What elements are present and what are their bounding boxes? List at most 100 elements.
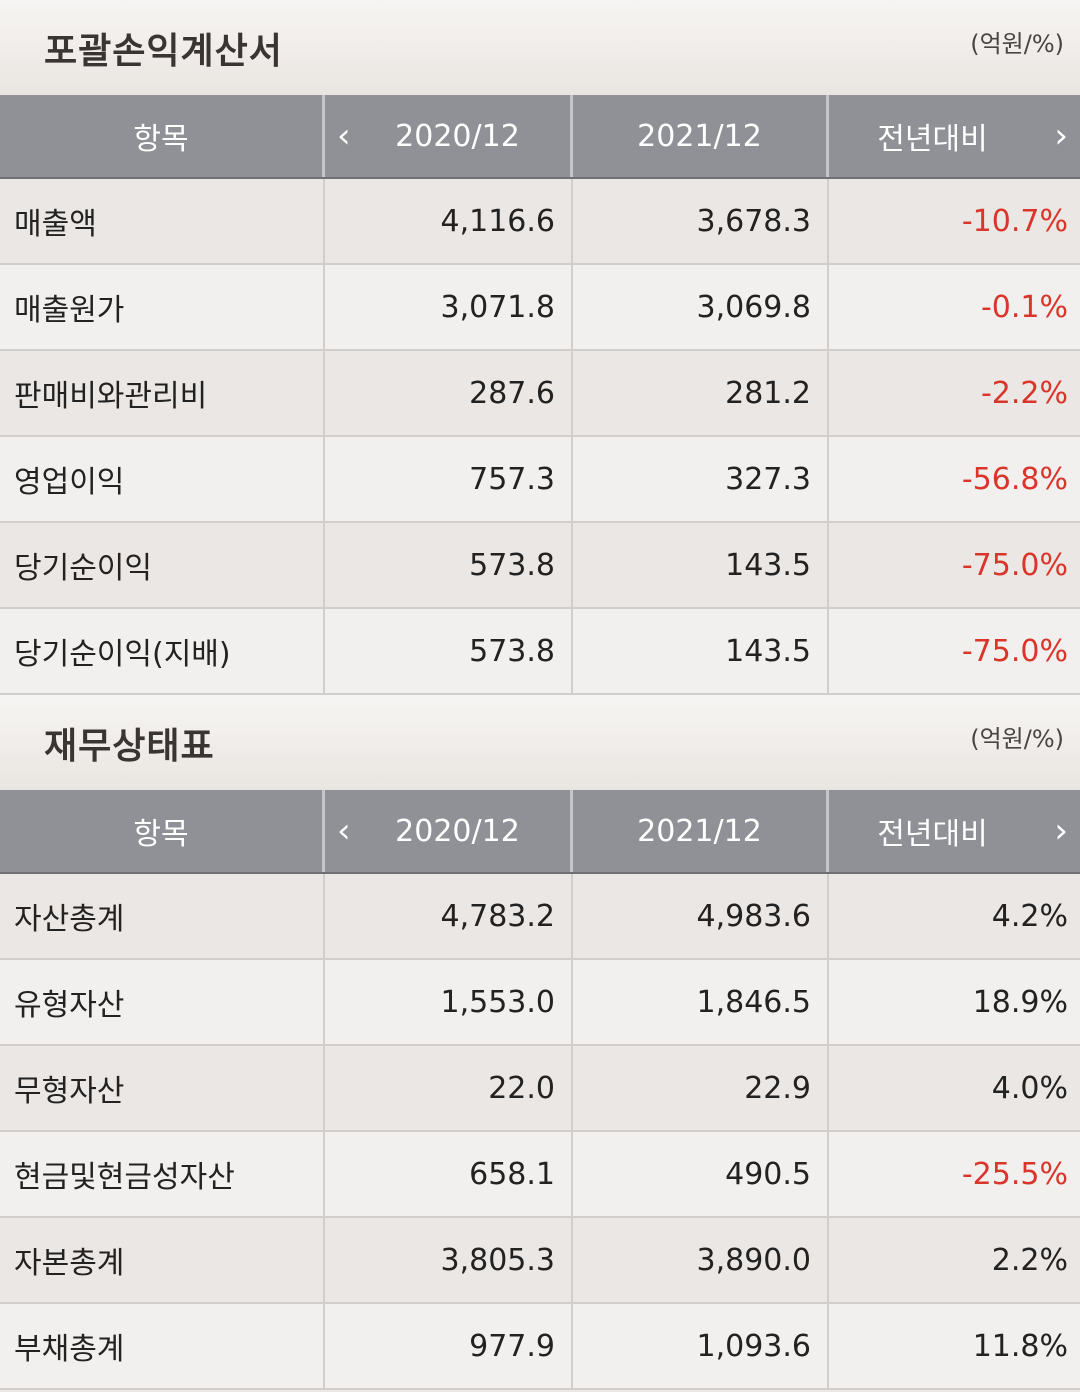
chevron-left-icon[interactable]: ‹ <box>337 811 351 851</box>
balance-header-yoy-label: 전년대비 <box>877 817 988 852</box>
row-value-prev: 287.6 <box>325 351 573 435</box>
table-row: 매출액 4,116.6 3,678.3 -10.7% <box>0 179 1080 265</box>
income-unit-label: (억원/%) <box>970 30 1064 58</box>
row-yoy-change: -25.5% <box>829 1132 1080 1216</box>
row-yoy-change-text: -75.0% <box>961 547 1068 583</box>
row-label-text: 매출원가 <box>14 293 125 328</box>
row-yoy-change: 2.2% <box>829 1218 1080 1302</box>
table-row: 당기순이익 573.8 143.5 -75.0% <box>0 523 1080 609</box>
income-header-curr-label: 2021/12 <box>637 118 762 154</box>
row-value-prev: 977.9 <box>325 1304 573 1388</box>
row-value-curr: 143.5 <box>573 523 829 607</box>
row-label: 당기순이익(지배) <box>0 609 325 693</box>
chevron-left-icon[interactable]: ‹ <box>337 116 351 156</box>
row-yoy-change-text: -2.2% <box>980 375 1068 411</box>
row-label-text: 영업이익 <box>14 465 125 500</box>
income-table-body: 매출액 4,116.6 3,678.3 -10.7% 매출원가 3,071.8 3,069.… <box>0 179 1080 695</box>
row-label: 무형자산 <box>0 1046 325 1130</box>
row-yoy-change: 11.8% <box>829 1304 1080 1388</box>
income-section-title: 포괄손익계산서 <box>44 31 283 72</box>
balance-header-curr-label: 2021/12 <box>637 813 762 849</box>
row-value-prev: 3,805.3 <box>325 1218 573 1302</box>
income-header-yoy: 전년대비 › <box>829 95 1080 177</box>
row-label: 당기순이익 <box>0 523 325 607</box>
row-value-prev-text: 1,553.0 <box>440 984 555 1020</box>
row-yoy-change-text: 2.2% <box>991 1242 1068 1278</box>
row-value-curr-text: 143.5 <box>725 633 811 669</box>
row-label-text: 판매비와관리비 <box>14 379 208 414</box>
balance-table-header: 항목 ‹ 2020/12 2021/12 전년대비 › <box>0 790 1080 874</box>
row-value-curr-text: 22.9 <box>744 1070 811 1106</box>
row-yoy-change: 4.0% <box>829 1046 1080 1130</box>
row-value-curr: 1,093.6 <box>573 1304 829 1388</box>
row-label-text: 무형자산 <box>14 1074 125 1109</box>
row-label: 매출액 <box>0 179 325 263</box>
row-value-curr-text: 3,069.8 <box>696 289 811 325</box>
row-value-curr-text: 1,846.5 <box>696 984 811 1020</box>
row-value-prev-text: 4,783.2 <box>440 898 555 934</box>
row-value-prev: 4,116.6 <box>325 179 573 263</box>
row-yoy-change: -2.2% <box>829 351 1080 435</box>
row-value-curr-text: 143.5 <box>725 547 811 583</box>
row-value-prev-text: 658.1 <box>469 1156 555 1192</box>
row-label: 판매비와관리비 <box>0 351 325 435</box>
row-value-prev: 658.1 <box>325 1132 573 1216</box>
row-value-curr-text: 3,890.0 <box>696 1242 811 1278</box>
row-label-text: 현금및현금성자산 <box>14 1160 235 1195</box>
row-yoy-change-text: 4.0% <box>991 1070 1068 1106</box>
row-value-curr: 3,069.8 <box>573 265 829 349</box>
row-label-text: 자산총계 <box>14 902 125 937</box>
income-header-yoy-label: 전년대비 <box>877 122 988 157</box>
chevron-right-icon[interactable]: › <box>1054 116 1068 156</box>
income-section-header: 포괄손익계산서 (억원/%) <box>0 0 1080 95</box>
row-yoy-change: 4.2% <box>829 874 1080 958</box>
row-label: 매출원가 <box>0 265 325 349</box>
row-label-text: 매출액 <box>14 207 97 242</box>
income-table-header: 항목 ‹ 2020/12 2021/12 전년대비 › <box>0 95 1080 179</box>
row-value-curr: 4,983.6 <box>573 874 829 958</box>
row-value-prev: 573.8 <box>325 609 573 693</box>
income-header-curr: 2021/12 <box>573 95 829 177</box>
row-yoy-change-text: 4.2% <box>991 898 1068 934</box>
row-value-curr: 1,846.5 <box>573 960 829 1044</box>
row-yoy-change: -10.7% <box>829 179 1080 263</box>
balance-section-title: 재무상태표 <box>44 726 215 767</box>
row-yoy-change: -75.0% <box>829 609 1080 693</box>
row-label-text: 당기순이익 <box>14 551 152 586</box>
row-value-curr-text: 281.2 <box>725 375 811 411</box>
row-label-text: 자본총계 <box>14 1246 125 1281</box>
balance-header-prev-label: 2020/12 <box>395 813 520 849</box>
row-value-curr: 22.9 <box>573 1046 829 1130</box>
row-value-curr-text: 1,093.6 <box>696 1328 811 1364</box>
row-label: 자산총계 <box>0 874 325 958</box>
table-row: 매출원가 3,071.8 3,069.8 -0.1% <box>0 265 1080 351</box>
income-header-item: 항목 <box>0 95 325 177</box>
row-value-prev-text: 287.6 <box>469 375 555 411</box>
row-value-prev-text: 573.8 <box>469 547 555 583</box>
table-row: 무형자산 22.0 22.9 4.0% <box>0 1046 1080 1132</box>
row-value-prev: 4,783.2 <box>325 874 573 958</box>
row-yoy-change-text: 11.8% <box>972 1328 1068 1364</box>
row-label: 현금및현금성자산 <box>0 1132 325 1216</box>
chevron-right-icon[interactable]: › <box>1054 811 1068 851</box>
income-header-prev-label: 2020/12 <box>395 118 520 154</box>
row-yoy-change-text: -10.7% <box>961 203 1068 239</box>
table-row: 자산총계 4,783.2 4,983.6 4.2% <box>0 874 1080 960</box>
row-label-text: 유형자산 <box>14 988 125 1023</box>
row-yoy-change-text: -75.0% <box>961 633 1068 669</box>
row-label-text: 당기순이익(지배) <box>14 637 231 672</box>
table-row: 자본총계 3,805.3 3,890.0 2.2% <box>0 1218 1080 1304</box>
table-row: 판매비와관리비 287.6 281.2 -2.2% <box>0 351 1080 437</box>
row-value-curr-text: 3,678.3 <box>696 203 811 239</box>
row-value-curr: 490.5 <box>573 1132 829 1216</box>
table-row: 유형자산 1,553.0 1,846.5 18.9% <box>0 960 1080 1046</box>
balance-header-prev: ‹ 2020/12 <box>325 790 573 872</box>
balance-header-item-label: 항목 <box>133 817 189 852</box>
row-value-curr: 281.2 <box>573 351 829 435</box>
table-row: 당기순이익(지배) 573.8 143.5 -75.0% <box>0 609 1080 695</box>
row-label: 영업이익 <box>0 437 325 521</box>
row-value-curr-text: 327.3 <box>725 461 811 497</box>
row-value-curr: 3,890.0 <box>573 1218 829 1302</box>
row-value-prev-text: 3,805.3 <box>440 1242 555 1278</box>
row-value-prev-text: 3,071.8 <box>440 289 555 325</box>
